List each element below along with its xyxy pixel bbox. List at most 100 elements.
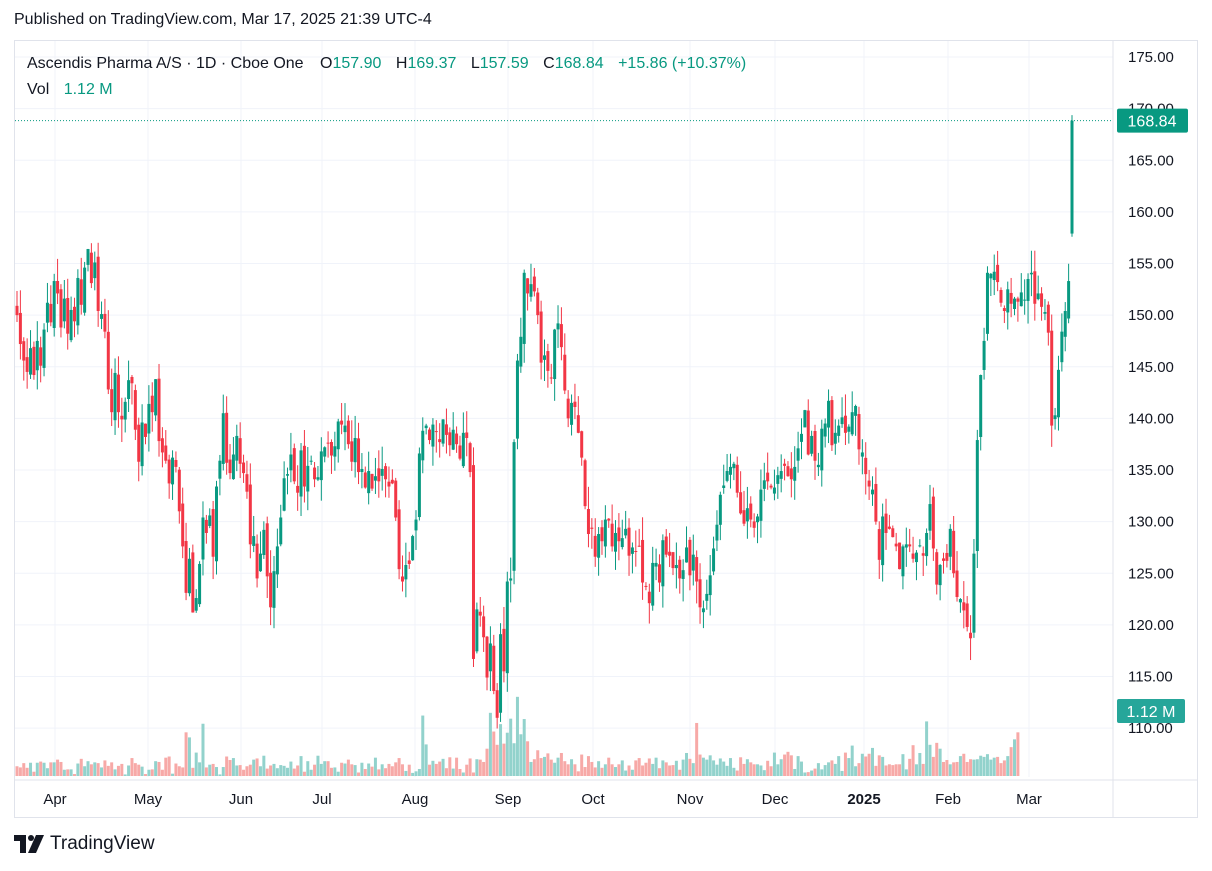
x-tick-label: 2025 [847, 791, 880, 808]
volume-bar [404, 770, 408, 776]
candle-body [198, 563, 202, 605]
candle-body [928, 504, 932, 531]
candle-body [441, 419, 445, 444]
candle-body [671, 552, 675, 569]
volume-bar [769, 766, 773, 776]
candle-body [519, 336, 523, 367]
candle-body [1023, 299, 1027, 301]
volume-value: 1.12 M [63, 81, 113, 98]
candle-body [536, 292, 540, 316]
volume-bar [187, 737, 191, 776]
candle-body [157, 378, 161, 442]
x-tick-label: Nov [677, 791, 704, 808]
x-tick-label: Sep [495, 791, 522, 808]
volume-label: Vol [27, 81, 50, 98]
volume-bar [319, 763, 323, 776]
candle-body [563, 354, 567, 391]
volume-bar [242, 769, 246, 776]
candle-body [18, 312, 22, 345]
low-label: L [470, 55, 480, 72]
volume-bar [728, 758, 732, 776]
candle-body [630, 547, 634, 554]
volume-bar [1002, 760, 1006, 776]
chart-frame[interactable] [14, 40, 1198, 818]
candle-body [411, 536, 415, 561]
close-label: C [543, 55, 555, 72]
volume-bar [438, 761, 442, 776]
volume-bar [992, 757, 996, 776]
volume-bar [363, 768, 367, 776]
candle-body [532, 276, 536, 292]
volume-bar [502, 743, 506, 776]
volume-bar [955, 761, 959, 776]
volume-bar [796, 756, 800, 776]
candle-body [438, 439, 442, 443]
volume-bar [326, 761, 330, 776]
candle-body [116, 374, 120, 413]
candle-body [174, 459, 178, 467]
candle-body [404, 564, 408, 580]
volume-bar [820, 769, 824, 776]
volume-bar [512, 743, 516, 776]
volume-bar [154, 761, 158, 776]
volume-bar [891, 765, 895, 776]
volume-bar [309, 769, 313, 776]
y-tick-label: 140.00 [1128, 410, 1174, 427]
volume-bar [783, 754, 787, 776]
volume-bar [536, 750, 540, 776]
volume-bar [928, 744, 932, 776]
volume-bar [72, 774, 76, 776]
candle-body [864, 457, 868, 475]
tradingview-logo[interactable]: TradingView [14, 833, 155, 855]
candle-body [908, 544, 912, 547]
candle-body [911, 553, 915, 559]
volume-bar [69, 769, 73, 776]
candle-body [110, 389, 114, 413]
volume-bar [918, 752, 922, 776]
symbol-legend: Ascendis Pharma A/S · 1D · Cboe One O157… [27, 55, 746, 73]
candle-body [935, 552, 939, 585]
volume-bar [864, 756, 868, 776]
candle-body [580, 431, 584, 458]
volume-bar [228, 760, 232, 776]
volume-bar [661, 760, 665, 776]
candle-body [962, 602, 966, 611]
candle-body [130, 376, 134, 384]
candle-body [79, 279, 83, 305]
symbol-name: Ascendis Pharma A/S · 1D · Cboe One [27, 55, 304, 72]
volume-bar [867, 753, 871, 776]
volume-bar [559, 752, 563, 776]
volume-bar [191, 767, 195, 776]
volume-bar [931, 756, 935, 776]
volume-bar [610, 764, 614, 776]
volume-bar [989, 759, 993, 776]
volume-bar [664, 762, 668, 776]
candle-body [39, 347, 43, 366]
volume-bar [76, 763, 80, 776]
volume-bar [35, 762, 39, 776]
volume-bar [725, 765, 729, 776]
volume-bar [948, 764, 952, 776]
candle-body [76, 277, 80, 326]
volume-bar [718, 758, 722, 776]
candle-body [499, 634, 503, 713]
candle-body [979, 375, 983, 437]
candle-body [272, 571, 276, 608]
candle-body [556, 323, 560, 330]
y-tick-label: 150.00 [1128, 307, 1174, 324]
volume-bar [911, 745, 915, 776]
candle-body [607, 518, 611, 521]
volume-bar [735, 770, 739, 776]
volume-bar [925, 721, 929, 776]
candle-body [66, 298, 70, 334]
volume-bar [779, 759, 783, 776]
candle-body [25, 357, 29, 372]
candle-body [512, 442, 516, 571]
last-price-badge [1117, 108, 1188, 133]
volume-bar [302, 771, 306, 776]
volume-bar [316, 755, 320, 776]
volume-bar [732, 767, 736, 776]
volume-bar [394, 762, 398, 776]
candle-body [201, 517, 205, 560]
